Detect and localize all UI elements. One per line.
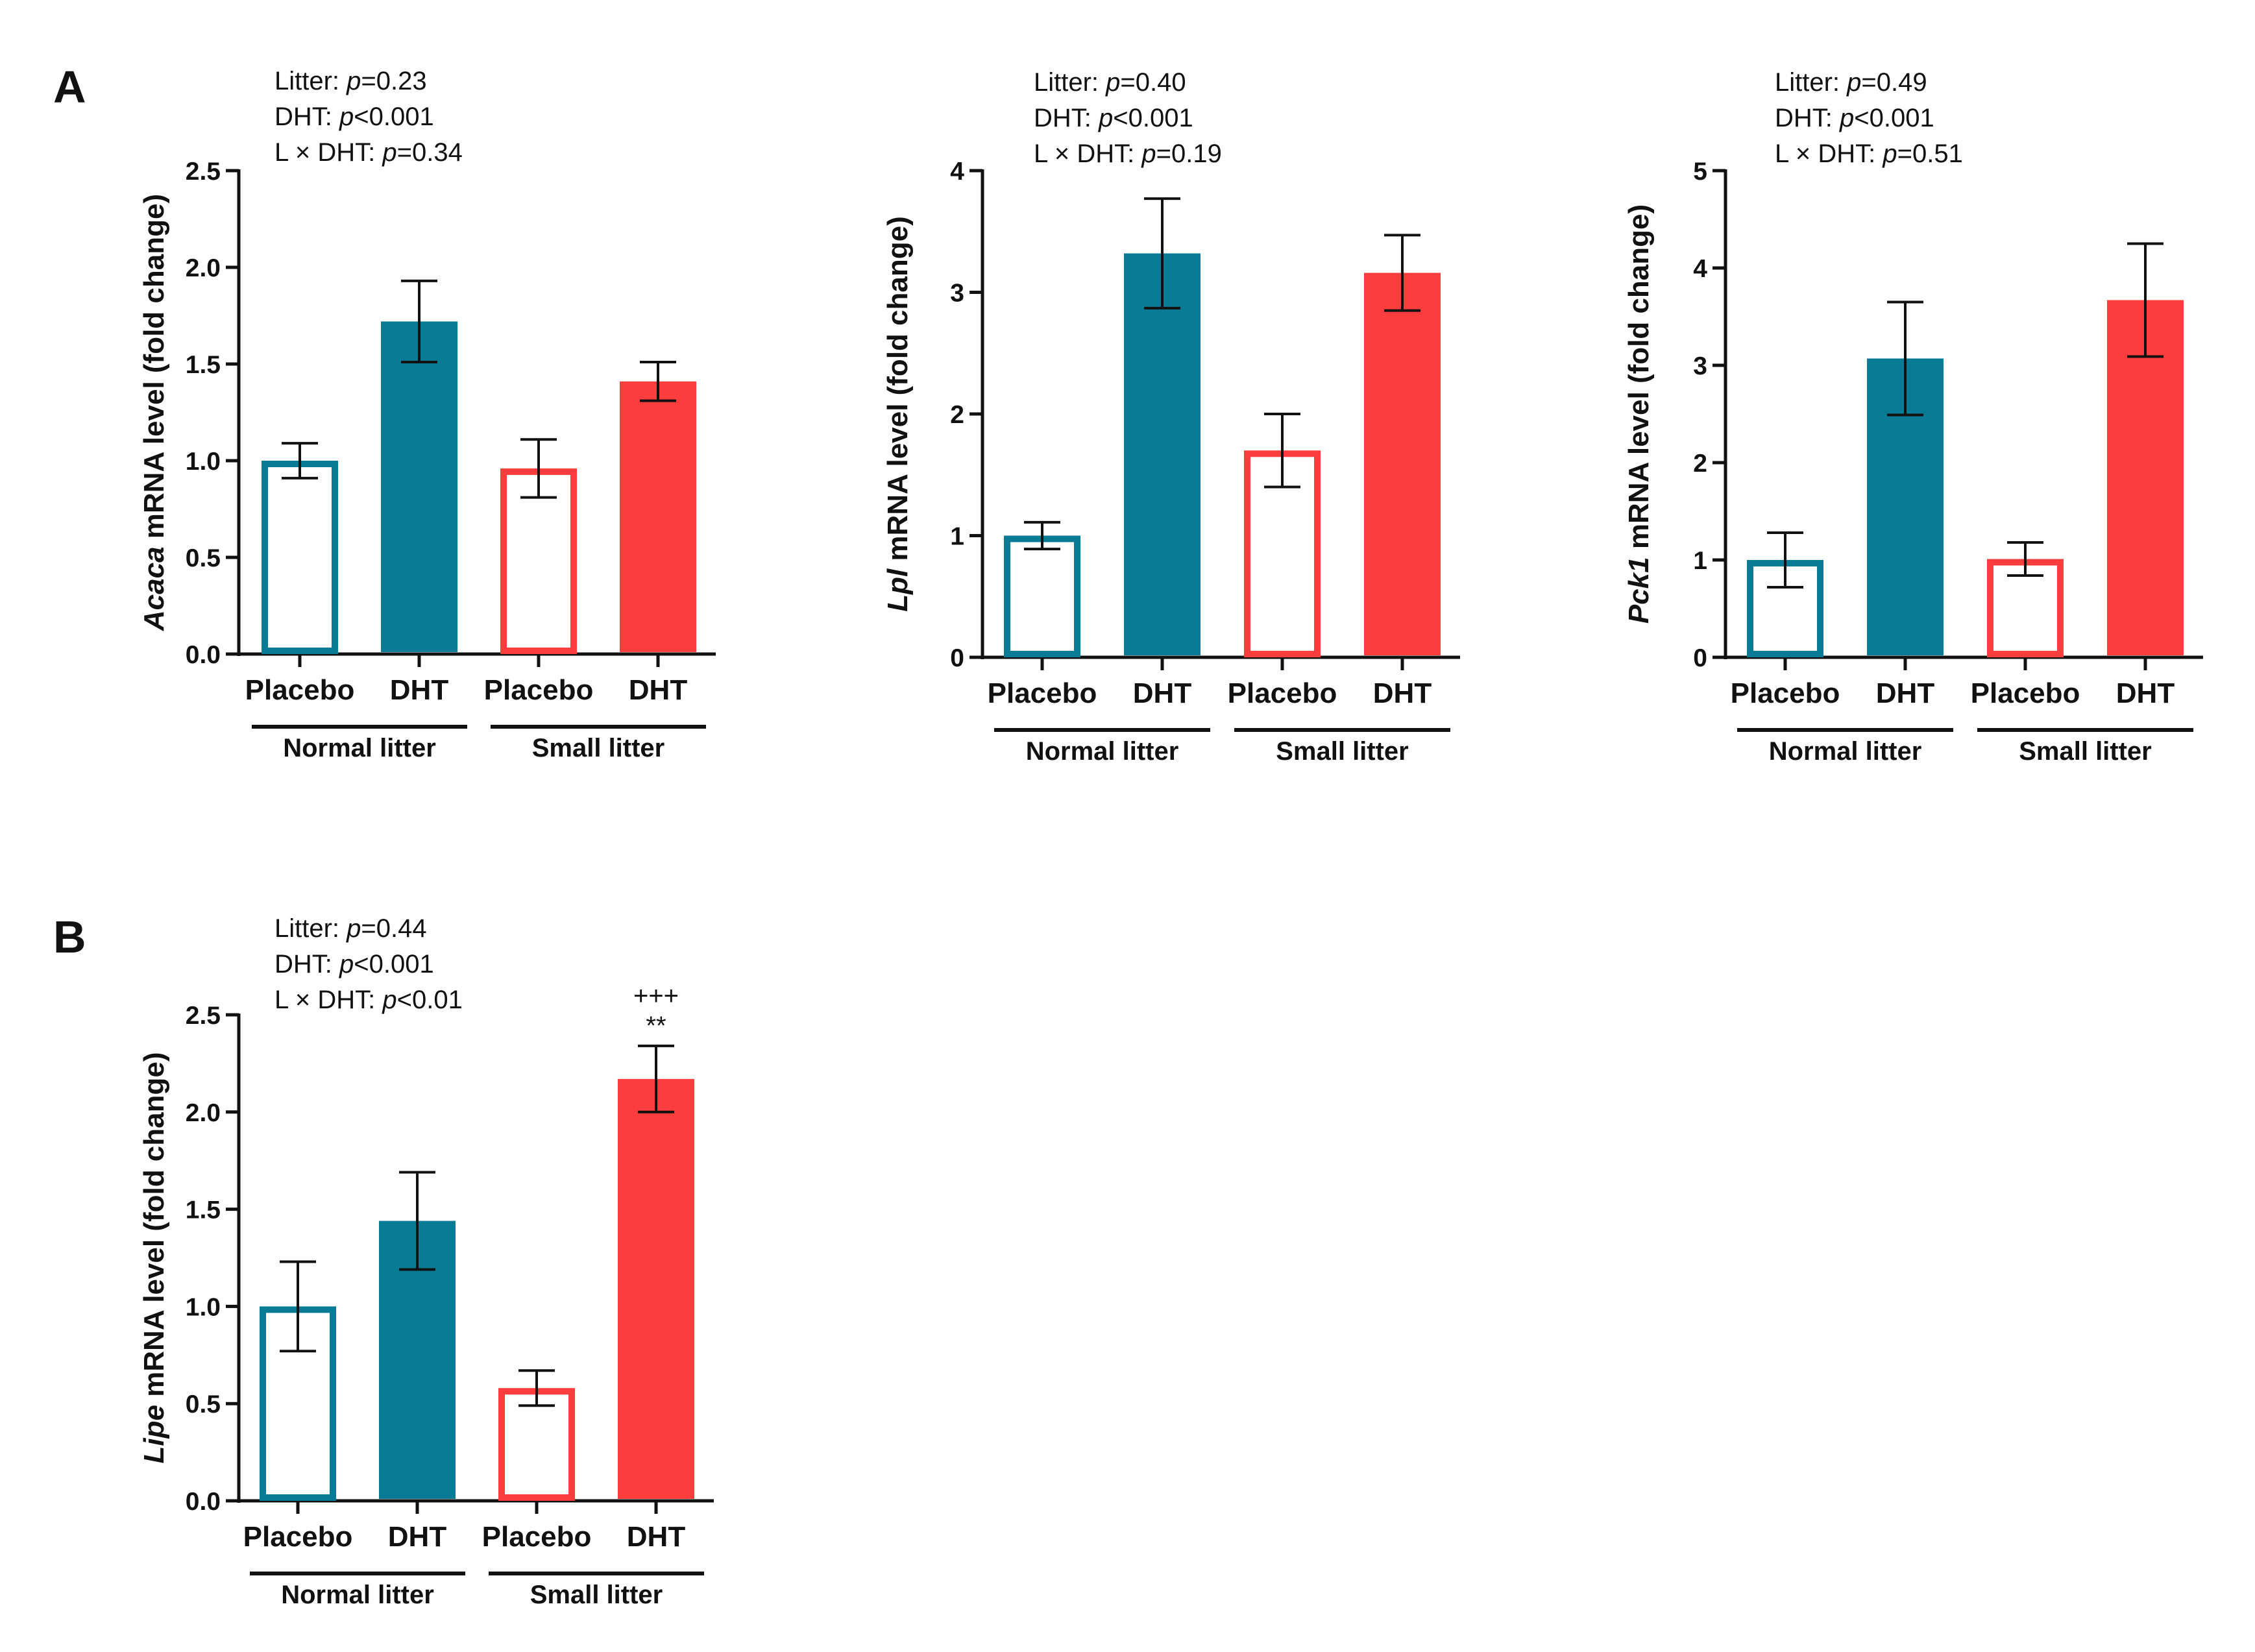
y-tick-label: 4 <box>950 158 964 186</box>
stat-line-0: Litter: p=0.23 <box>274 67 427 95</box>
y-tick-label: 1.0 <box>186 1293 221 1321</box>
stat-line-2: L × DHT: p<0.01 <box>274 986 463 1014</box>
group-label: Normal litter <box>283 734 436 762</box>
stat-line-1: DHT: p<0.001 <box>1034 104 1193 132</box>
group-label: Small litter <box>530 1581 663 1609</box>
y-tick-label: 2 <box>950 401 964 429</box>
y-tick-label: 3 <box>1693 352 1707 380</box>
y-tick-label: 2.5 <box>186 1002 221 1030</box>
y-tick-label: 0.5 <box>186 1391 221 1418</box>
category-label: Placebo <box>1971 677 2080 709</box>
chart-acaca: Litter: p=0.23 DHT: p<0.001 L × DHT: p=0.3… <box>138 67 716 762</box>
group-label: Normal litter <box>1769 737 1922 766</box>
category-label: Placebo <box>988 677 1097 709</box>
stat-line-0: Litter: p=0.44 <box>274 914 427 943</box>
stat-line-1: DHT: p<0.001 <box>1775 104 1934 132</box>
stat-line-2: L × DHT: p=0.51 <box>1775 140 1963 168</box>
y-tick-label: 1 <box>1693 547 1707 575</box>
stat-line-1: DHT: p<0.001 <box>274 103 434 131</box>
chart-pck1: Litter: p=0.49 DHT: p<0.001 L × DHT: p=0.5… <box>1623 68 2203 766</box>
y-tick-label: 0 <box>950 644 964 672</box>
panel-label-b: B <box>53 912 86 962</box>
bar <box>498 1388 575 1501</box>
bar <box>2107 300 2184 655</box>
category-label: DHT <box>629 674 688 706</box>
significance-label: +++ <box>633 982 679 1010</box>
chart-lipe: Litter: p=0.44 DHT: p<0.001 L × DHT: p<0.0… <box>138 914 714 1609</box>
group-label: Small litter <box>1276 737 1409 766</box>
category-label: DHT <box>390 674 449 706</box>
y-tick-label: 1.5 <box>186 351 221 379</box>
bar <box>1987 559 2064 657</box>
stat-line-0: Litter: p=0.40 <box>1034 68 1186 97</box>
group-label: Normal litter <box>281 1581 434 1609</box>
y-axis-label: Lipe mRNA level (fold change) <box>138 1052 170 1463</box>
bar <box>500 468 577 654</box>
group-label: Small litter <box>532 734 665 762</box>
bar <box>1364 273 1441 655</box>
bar <box>262 461 338 654</box>
y-tick-label: 1 <box>950 523 964 551</box>
y-tick-label: 1.5 <box>186 1196 221 1224</box>
category-label: Placebo <box>482 1521 592 1553</box>
category-label: DHT <box>1876 677 1935 709</box>
y-tick-label: 0.0 <box>186 641 221 669</box>
category-label: DHT <box>1373 677 1432 709</box>
y-tick-label: 2.0 <box>186 1099 221 1127</box>
bar <box>1004 535 1080 657</box>
bar <box>381 321 457 652</box>
y-tick-label: 4 <box>1693 255 1707 283</box>
bar <box>618 1078 694 1499</box>
category-label: Placebo <box>245 674 355 706</box>
category-label: Placebo <box>1228 677 1337 709</box>
y-tick-label: 0 <box>1693 644 1707 672</box>
significance-label: ** <box>646 1012 666 1040</box>
category-label: DHT <box>627 1521 686 1553</box>
bar <box>620 381 696 652</box>
y-axis-label: Acaca mRNA level (fold change) <box>138 194 170 631</box>
stat-line-0: Litter: p=0.49 <box>1775 68 1927 97</box>
category-label: Placebo <box>1731 677 1840 709</box>
stat-line-2: L × DHT: p=0.34 <box>274 138 463 167</box>
category-label: Placebo <box>243 1521 353 1553</box>
y-tick-label: 0.0 <box>186 1488 221 1516</box>
category-label: DHT <box>2116 677 2175 709</box>
panel-label-a: A <box>53 62 86 112</box>
category-label: Placebo <box>484 674 594 706</box>
chart-lpl: Litter: p=0.40 DHT: p<0.001 L × DHT: p=0.1… <box>882 68 1460 766</box>
y-tick-label: 5 <box>1693 158 1707 186</box>
y-tick-label: 2.5 <box>186 158 221 186</box>
category-label: DHT <box>388 1521 447 1553</box>
group-label: Small litter <box>2019 737 2152 766</box>
stat-line-1: DHT: p<0.001 <box>274 950 434 978</box>
stat-line-2: L × DHT: p=0.19 <box>1034 140 1222 168</box>
group-label: Normal litter <box>1026 737 1179 766</box>
y-axis-label: Lpl mRNA level (fold change) <box>882 216 914 612</box>
y-tick-label: 2.0 <box>186 254 221 282</box>
y-axis-label: Pck1 mRNA level (fold change) <box>1623 204 1655 624</box>
y-tick-label: 0.5 <box>186 544 221 572</box>
y-tick-label: 3 <box>950 280 964 308</box>
bar <box>1124 253 1201 655</box>
y-tick-label: 1.0 <box>186 448 221 476</box>
y-tick-label: 2 <box>1693 450 1707 478</box>
category-label: DHT <box>1133 677 1192 709</box>
